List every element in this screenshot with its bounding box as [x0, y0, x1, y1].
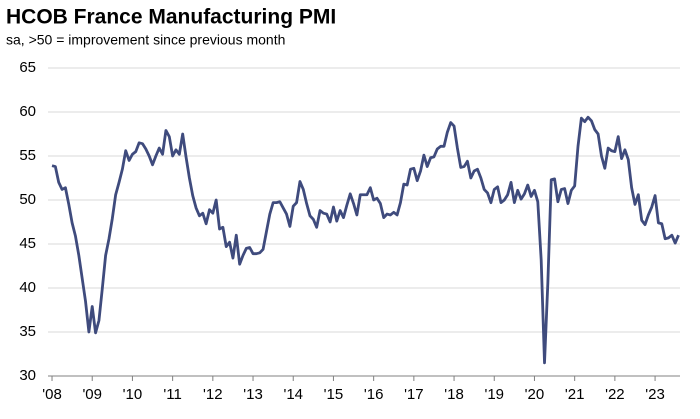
y-tick-label: 45: [19, 235, 36, 252]
y-tick-label: 40: [19, 279, 36, 296]
x-tick-label: '17: [404, 386, 424, 403]
x-tick-label: '15: [324, 386, 344, 403]
x-tick-label: '18: [444, 386, 464, 403]
chart-title: HCOB France Manufacturing PMI: [6, 6, 336, 29]
x-tick-label: '21: [565, 386, 585, 403]
y-tick-label: 65: [19, 59, 36, 76]
x-tick-label: '20: [525, 386, 545, 403]
chart-subtitle: sa, >50 = improvement since previous mon…: [6, 32, 285, 48]
x-tick-label: '10: [123, 386, 143, 403]
x-tick-label: '14: [283, 386, 303, 403]
x-tick-label: '22: [605, 386, 625, 403]
x-tick-label: '08: [42, 386, 62, 403]
y-tick-label: 35: [19, 323, 36, 340]
x-tick-label: '09: [82, 386, 102, 403]
y-tick-label: 50: [19, 191, 36, 208]
y-tick-label: 30: [19, 367, 36, 384]
y-tick-label: 60: [19, 103, 36, 120]
x-tick-label: '16: [364, 386, 384, 403]
x-tick-label: '11: [163, 386, 181, 403]
x-tick-label: '23: [645, 386, 665, 403]
y-tick-label: 55: [19, 147, 36, 164]
x-tick-label: '13: [243, 386, 263, 403]
x-tick-label: '12: [203, 386, 223, 403]
data-line: [51, 115, 680, 365]
x-tick-label: '19: [484, 386, 504, 403]
